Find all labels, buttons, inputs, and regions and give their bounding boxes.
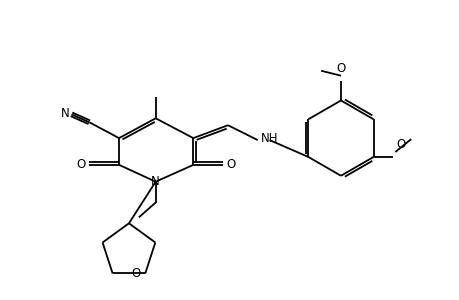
Text: N: N [151, 175, 160, 188]
Text: O: O [336, 62, 345, 75]
Text: O: O [77, 158, 86, 171]
Text: O: O [131, 267, 140, 280]
Text: O: O [226, 158, 235, 171]
Text: NH: NH [260, 132, 278, 145]
Text: O: O [396, 138, 405, 151]
Text: N: N [61, 107, 70, 120]
